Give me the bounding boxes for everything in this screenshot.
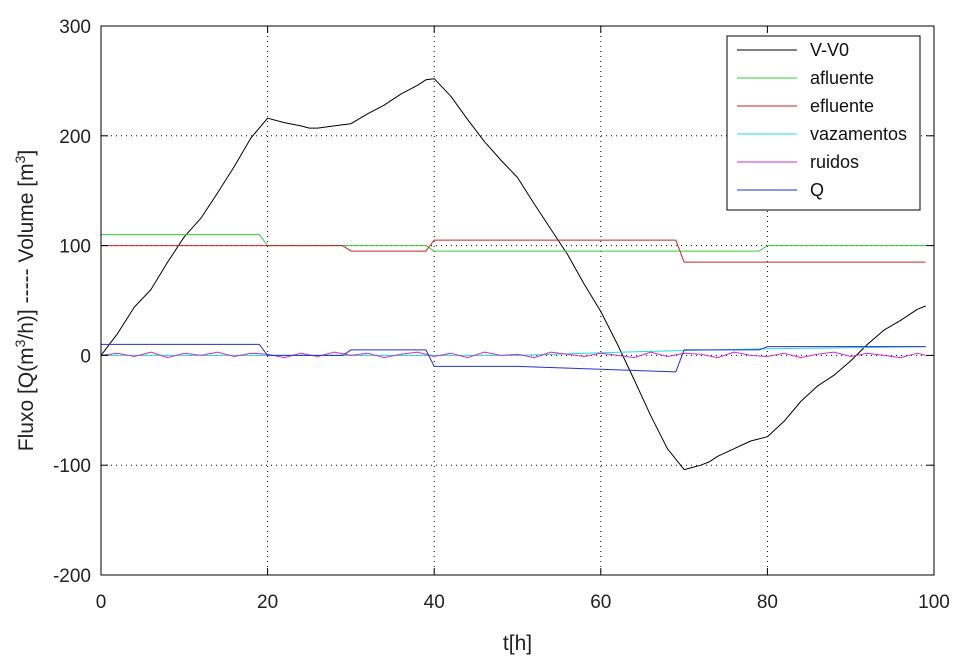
legend-entry: vazamentos: [810, 124, 907, 144]
y-axis-label: Fluxo [Q(m3/h)] ----- Volume [m3]: [12, 150, 38, 451]
x-tick-label: 40: [424, 592, 445, 613]
y-tick-label: 0: [80, 346, 91, 367]
series-layer: [100, 78, 926, 471]
series-line: [101, 343, 926, 373]
series-line: [100, 78, 926, 471]
y-tick-label: -200: [53, 566, 91, 587]
legend-entry: Q: [810, 180, 824, 200]
y-tick-label: 300: [59, 17, 91, 38]
plot-frame: [100, 25, 935, 576]
y-tick-label: 100: [59, 237, 91, 258]
legend-entry: V-V0: [810, 40, 849, 60]
series-line: [101, 234, 926, 252]
x-tick-label: 20: [257, 592, 278, 613]
x-tick-label: 0: [96, 592, 107, 613]
y-tick-label: 200: [59, 127, 91, 148]
x-tick-label: 60: [590, 592, 611, 613]
legend-entry: ruidos: [810, 152, 859, 172]
y-label-suffix: ]: [15, 150, 38, 156]
ticks: [100, 25, 935, 576]
x-tick-label: 100: [918, 592, 950, 613]
y-label-sup1: 3: [12, 339, 28, 347]
legend: V-V0 afluente efluente vazamentos ruidos Q: [726, 35, 921, 211]
legend-entry: afluente: [810, 68, 874, 88]
y-tick-label: -100: [53, 456, 91, 477]
series-line: [100, 351, 926, 359]
y-label-middle: /h)] ----- Volume [m: [15, 163, 38, 339]
x-tick-label: 80: [757, 592, 778, 613]
y-label-prefix: Fluxo [Q(m: [15, 347, 38, 451]
y-label-sup2: 3: [12, 155, 28, 163]
legend-box: [726, 35, 921, 211]
x-axis-label: t[h]: [503, 632, 532, 655]
tick-labels: 0 20 40 60 80 100 -200 -100 0 100 200 300: [53, 17, 950, 613]
legend-entry: efluente: [810, 96, 874, 116]
series-line: [101, 239, 926, 263]
